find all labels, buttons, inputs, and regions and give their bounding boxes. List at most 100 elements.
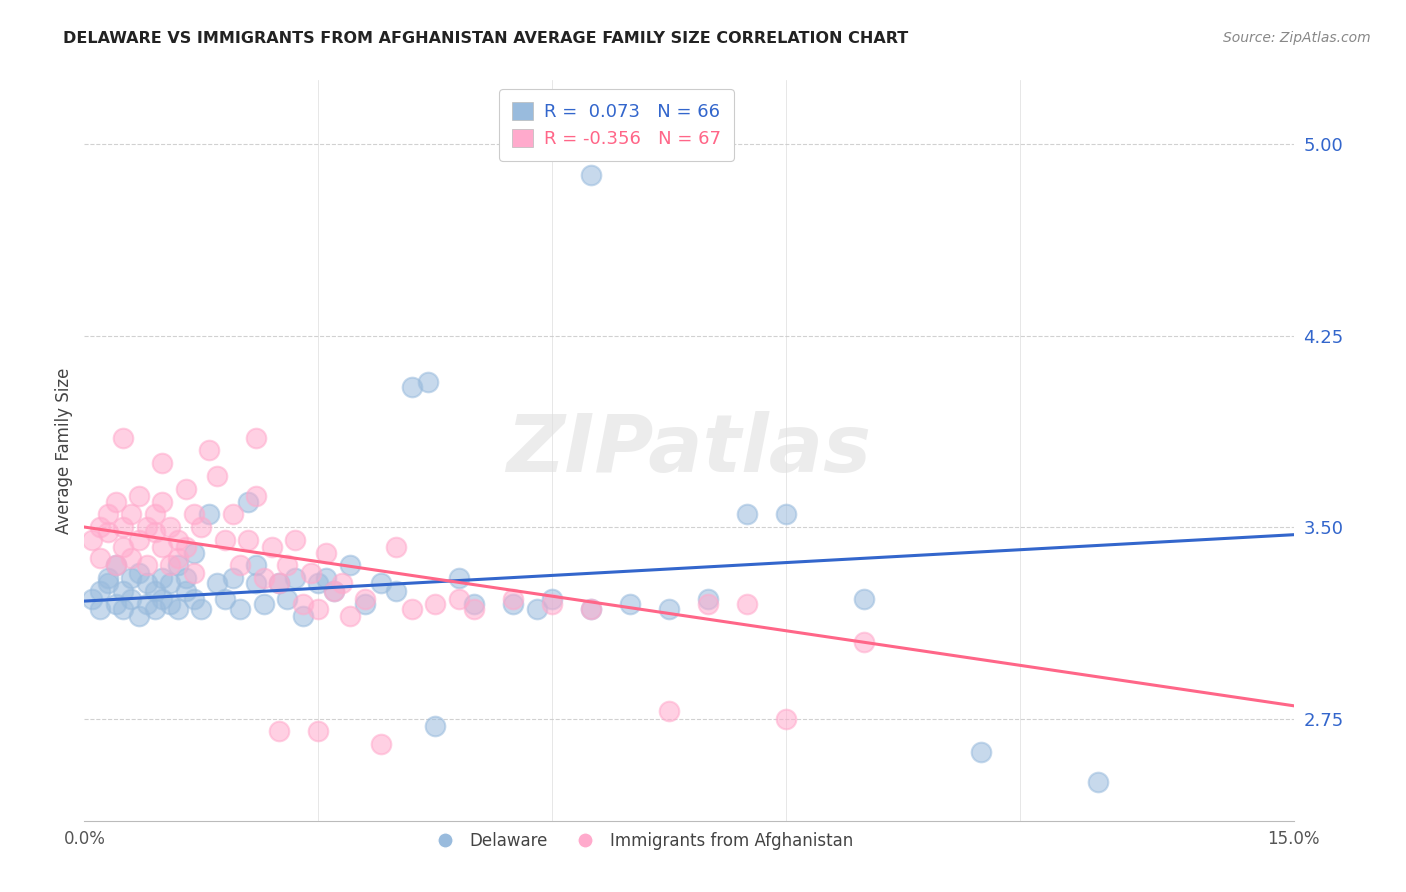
Point xyxy=(174,583,197,598)
Point xyxy=(198,508,221,522)
Point xyxy=(697,597,720,611)
Point xyxy=(120,508,142,522)
Point xyxy=(112,431,135,445)
Point xyxy=(541,597,564,611)
Point xyxy=(245,576,267,591)
Point xyxy=(330,576,353,591)
Point xyxy=(167,601,190,615)
Point xyxy=(502,597,524,611)
Point xyxy=(183,545,205,559)
Point xyxy=(135,576,157,591)
Point xyxy=(82,533,104,547)
Point xyxy=(97,525,120,540)
Point xyxy=(291,609,314,624)
Point xyxy=(276,558,298,573)
Point xyxy=(775,508,797,522)
Point xyxy=(150,591,173,606)
Point xyxy=(447,571,470,585)
Point xyxy=(143,508,166,522)
Point xyxy=(737,508,759,522)
Point xyxy=(853,591,876,606)
Point xyxy=(658,601,681,615)
Point xyxy=(205,469,228,483)
Point xyxy=(167,533,190,547)
Point xyxy=(128,609,150,624)
Point xyxy=(167,558,190,573)
Point xyxy=(853,635,876,649)
Point xyxy=(143,525,166,540)
Point xyxy=(221,571,243,585)
Point xyxy=(401,379,423,393)
Point xyxy=(89,601,111,615)
Point xyxy=(112,583,135,598)
Point xyxy=(205,576,228,591)
Point xyxy=(502,591,524,606)
Point xyxy=(120,550,142,565)
Point xyxy=(221,508,243,522)
Point xyxy=(775,712,797,726)
Point xyxy=(135,520,157,534)
Point xyxy=(253,571,276,585)
Point xyxy=(183,566,205,580)
Point xyxy=(354,591,377,606)
Text: ZIPatlas: ZIPatlas xyxy=(506,411,872,490)
Point xyxy=(269,576,291,591)
Point xyxy=(323,583,346,598)
Point xyxy=(425,719,447,733)
Point xyxy=(150,541,173,555)
Point xyxy=(245,558,267,573)
Point xyxy=(307,576,329,591)
Point xyxy=(245,431,267,445)
Point xyxy=(183,508,205,522)
Point xyxy=(581,601,603,615)
Text: Source: ZipAtlas.com: Source: ZipAtlas.com xyxy=(1223,31,1371,45)
Point xyxy=(229,558,252,573)
Point xyxy=(198,443,221,458)
Point xyxy=(737,597,759,611)
Point xyxy=(260,541,283,555)
Point xyxy=(89,583,111,598)
Point xyxy=(229,601,252,615)
Point xyxy=(269,576,291,591)
Point xyxy=(143,601,166,615)
Point xyxy=(214,533,236,547)
Point xyxy=(307,724,329,739)
Point xyxy=(97,571,120,585)
Point xyxy=(128,566,150,580)
Point xyxy=(143,583,166,598)
Point xyxy=(291,597,314,611)
Point xyxy=(245,490,267,504)
Point xyxy=(526,601,548,615)
Point xyxy=(159,597,181,611)
Point xyxy=(174,541,197,555)
Point xyxy=(128,490,150,504)
Text: DELAWARE VS IMMIGRANTS FROM AFGHANISTAN AVERAGE FAMILY SIZE CORRELATION CHART: DELAWARE VS IMMIGRANTS FROM AFGHANISTAN … xyxy=(63,31,908,46)
Legend: Delaware, Immigrants from Afghanistan: Delaware, Immigrants from Afghanistan xyxy=(422,825,859,856)
Point xyxy=(315,545,337,559)
Point xyxy=(463,601,485,615)
Point xyxy=(269,724,291,739)
Point xyxy=(97,576,120,591)
Point xyxy=(339,558,361,573)
Point xyxy=(159,576,181,591)
Point xyxy=(425,597,447,611)
Point xyxy=(120,571,142,585)
Point xyxy=(385,583,408,598)
Point xyxy=(658,704,681,718)
Point xyxy=(284,571,307,585)
Point xyxy=(112,541,135,555)
Point xyxy=(97,508,120,522)
Point xyxy=(307,601,329,615)
Point xyxy=(416,375,439,389)
Point xyxy=(238,494,260,508)
Point xyxy=(970,745,993,759)
Point xyxy=(104,597,127,611)
Point xyxy=(323,583,346,598)
Point xyxy=(150,456,173,470)
Point xyxy=(1087,775,1109,789)
Point xyxy=(238,533,260,547)
Point xyxy=(697,591,720,606)
Point xyxy=(190,520,212,534)
Point xyxy=(112,601,135,615)
Point xyxy=(385,541,408,555)
